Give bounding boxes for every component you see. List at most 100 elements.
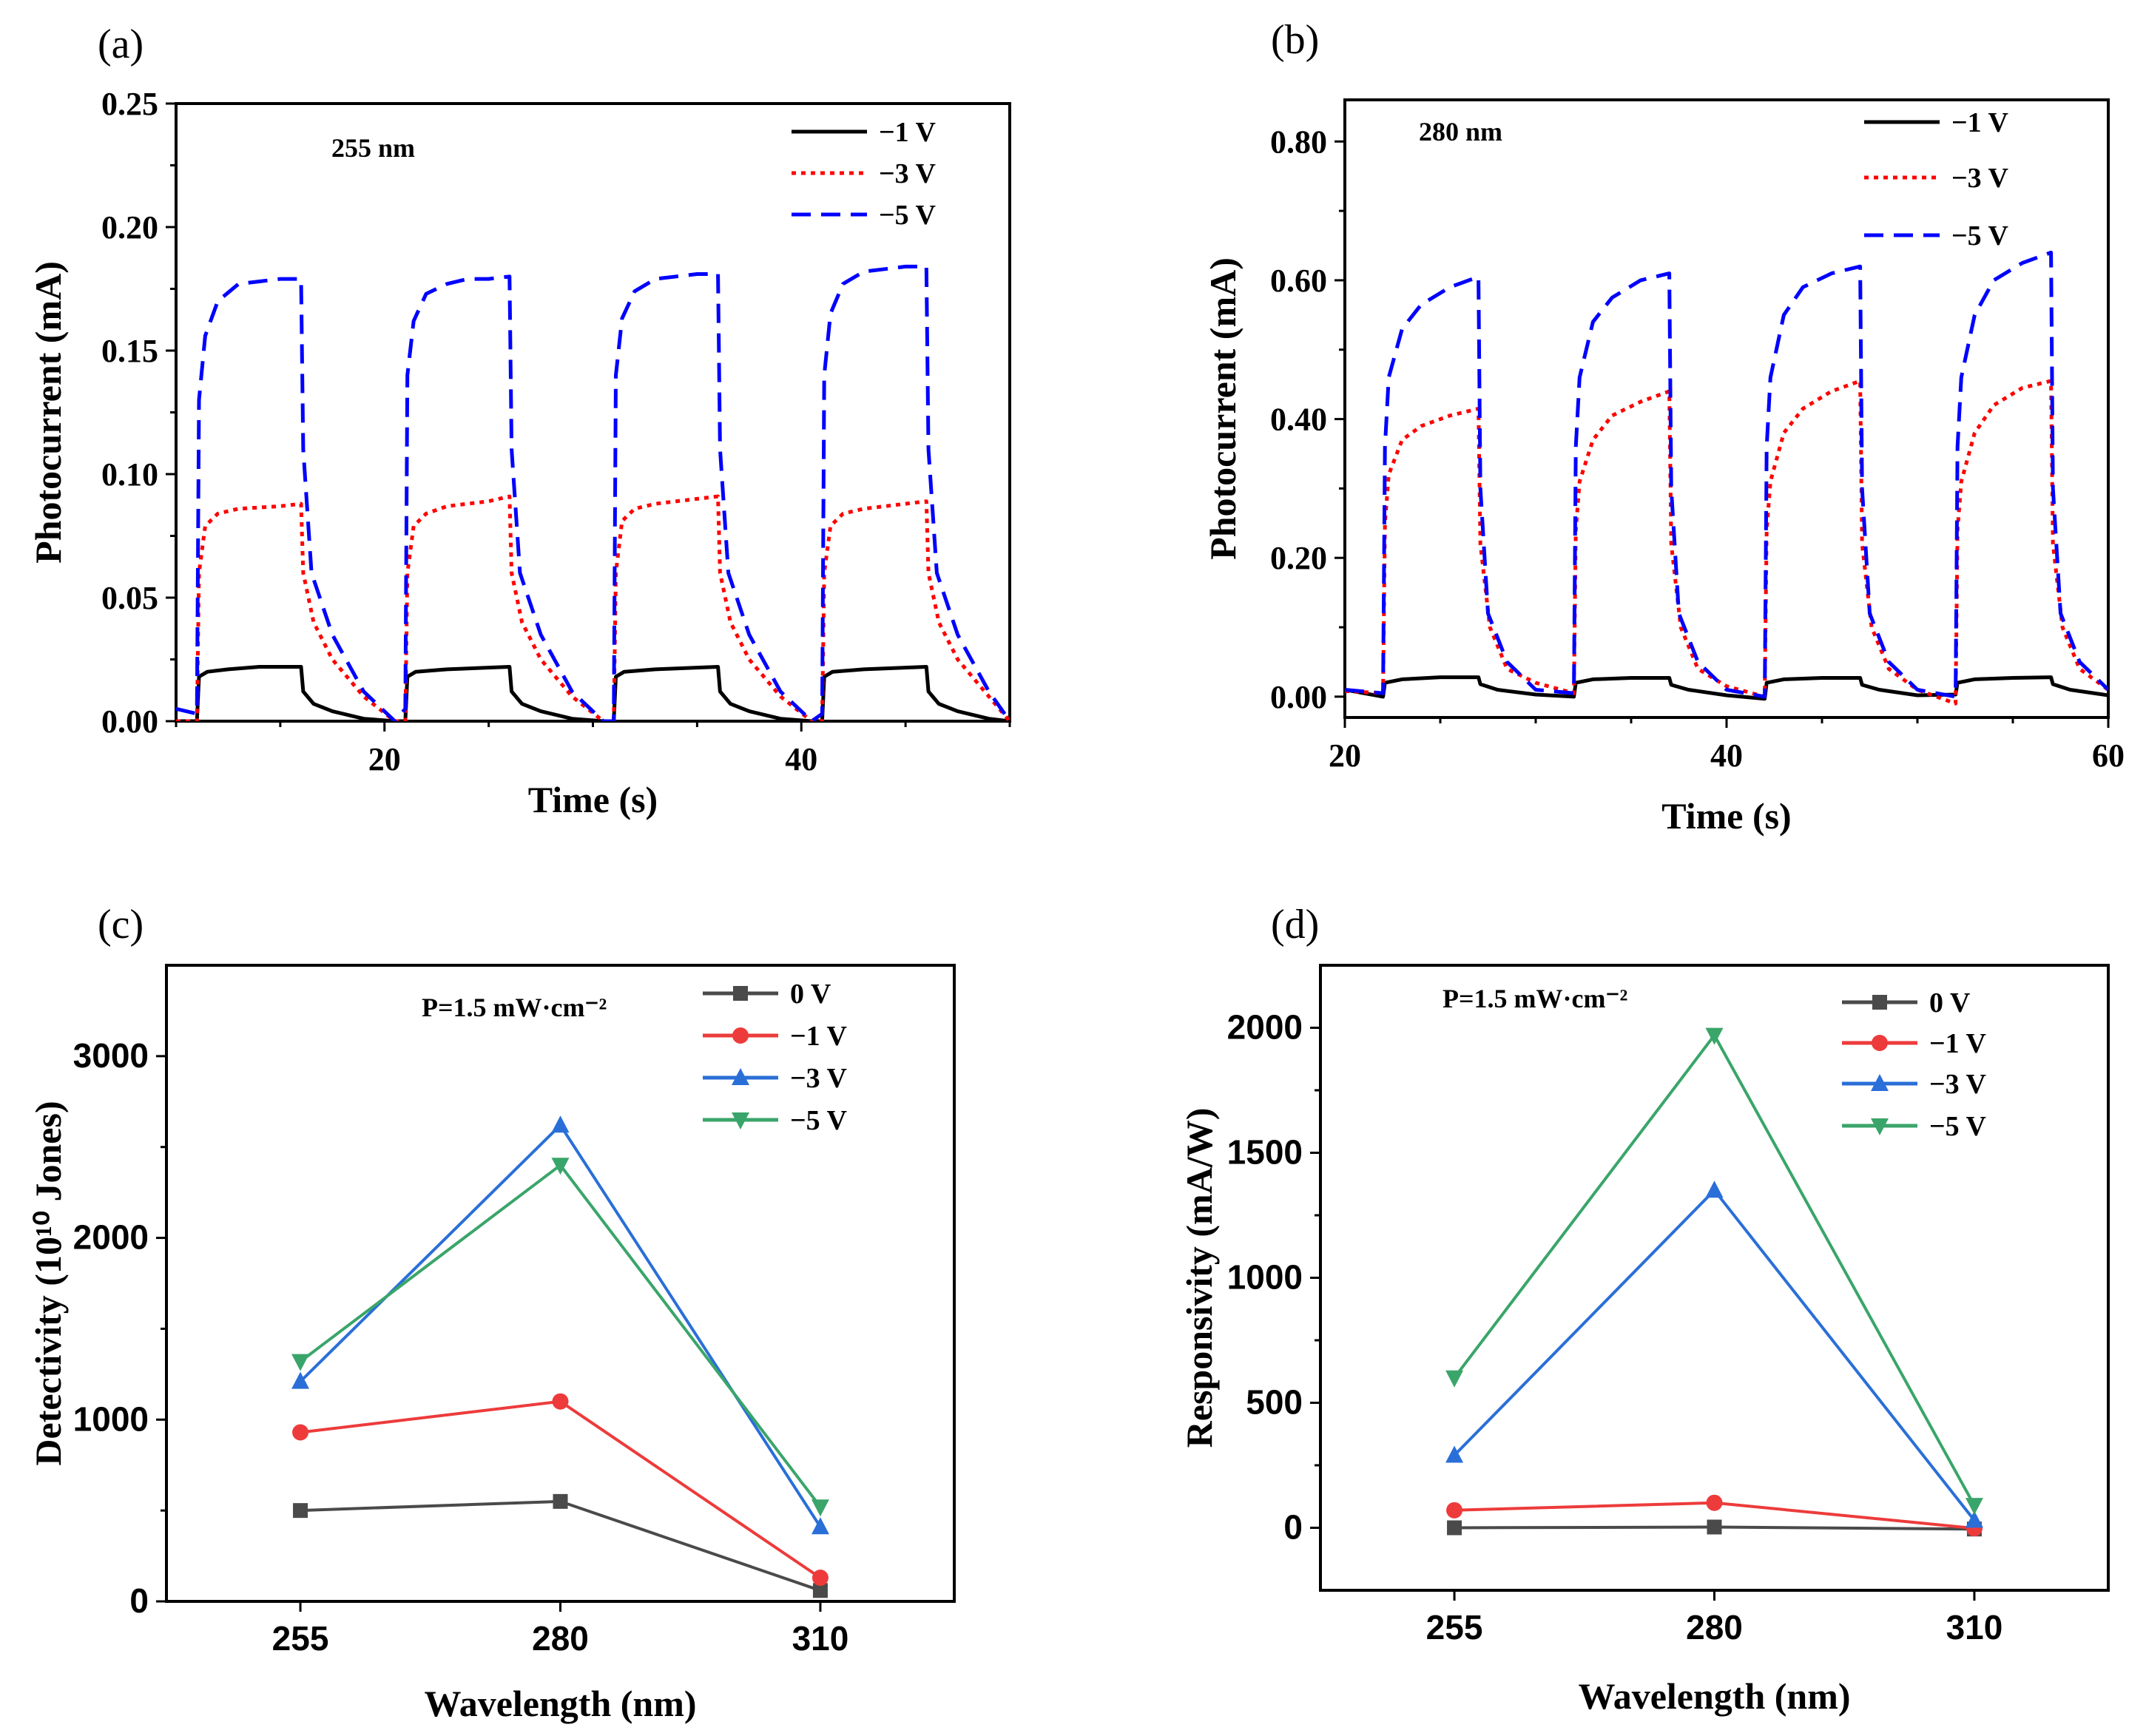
series-line bbox=[300, 1499, 821, 1593]
condition-annotation: 255 nm bbox=[331, 133, 415, 163]
series-line bbox=[300, 1399, 822, 1579]
series-line bbox=[1345, 675, 2108, 701]
legend-label: −3 V bbox=[1929, 1069, 1986, 1100]
triangle-down-marker bbox=[1965, 1498, 1983, 1516]
x-axis-label: Time (s) bbox=[1661, 795, 1791, 837]
y-tick-label: 1500 bbox=[1227, 1133, 1303, 1172]
circle-marker bbox=[292, 1424, 309, 1441]
legend-label: 0 V bbox=[790, 979, 831, 1010]
triangle-down-marker bbox=[1705, 1027, 1724, 1045]
square-marker bbox=[733, 986, 748, 1001]
x-tick-label: 40 bbox=[1710, 737, 1743, 774]
x-axis-label: Wavelength (nm) bbox=[424, 1683, 696, 1724]
chart-panel-b: (b) 0.00 0.20 0.40 0.60 0.80 20 40 60 Time (s) Pho… bbox=[1202, 17, 2125, 837]
triangle-down-marker bbox=[732, 1112, 749, 1129]
legend-label: −1 V bbox=[1951, 107, 2008, 138]
y-axis-label: Photocurrent (mA) bbox=[1202, 257, 1244, 560]
y-tick-label: 0.25 bbox=[101, 86, 158, 122]
triangle-down-marker bbox=[291, 1354, 310, 1371]
panel-label: (a) bbox=[98, 21, 144, 67]
y-axis-label: Photocurrent (mA) bbox=[27, 261, 69, 564]
triangle-up-marker bbox=[551, 1115, 570, 1133]
legend-label: −1 V bbox=[879, 117, 936, 148]
condition-annotation: P=1.5 mW·cm⁻² bbox=[422, 993, 607, 1022]
legend-label: −3 V bbox=[879, 158, 936, 189]
y-tick-label: 0.40 bbox=[1270, 402, 1327, 438]
triangle-up-marker bbox=[1965, 1510, 1983, 1528]
triangle-up-marker bbox=[1445, 1445, 1464, 1463]
panel-label: (c) bbox=[98, 902, 144, 948]
y-tick-label: 1000 bbox=[1227, 1258, 1303, 1297]
triangle-down-marker bbox=[1871, 1118, 1889, 1135]
chart-panel-d: (d) 0 500 1000 1500 2000 255 280 310 Wavelength (… bbox=[1178, 902, 2110, 1717]
series-line bbox=[1453, 1033, 1976, 1507]
y-axis-label: Responsivity (mA/W) bbox=[1178, 1108, 1220, 1448]
triangle-up-marker bbox=[291, 1371, 310, 1389]
y-tick-label: 1000 bbox=[73, 1399, 149, 1438]
series-line bbox=[299, 1124, 822, 1528]
y-tick-label: 0.15 bbox=[101, 333, 158, 369]
legend-label: −1 V bbox=[790, 1021, 847, 1052]
square-marker bbox=[1872, 995, 1887, 1010]
legend-label: 0 V bbox=[1929, 987, 1971, 1019]
y-axis-label: Detectivity (10¹⁰ Jones) bbox=[27, 1101, 69, 1465]
series-line bbox=[176, 494, 1010, 721]
triangle-down-marker bbox=[811, 1499, 829, 1517]
legend-label: −5 V bbox=[1929, 1111, 1986, 1142]
series-line bbox=[176, 665, 1010, 721]
y-tick-label: 0.05 bbox=[101, 580, 158, 616]
series-line bbox=[1345, 379, 2108, 706]
triangle-up-marker bbox=[811, 1517, 829, 1535]
x-axis-label: Time (s) bbox=[528, 779, 658, 820]
x-tick-label: 310 bbox=[1946, 1608, 2003, 1647]
x-tick-label: 20 bbox=[368, 741, 401, 777]
x-tick-label: 20 bbox=[1329, 737, 1361, 774]
y-tick-label: 500 bbox=[1246, 1383, 1303, 1422]
legend-label: −1 V bbox=[1929, 1028, 1986, 1059]
condition-annotation: P=1.5 mW·cm⁻² bbox=[1443, 984, 1627, 1013]
square-marker bbox=[1707, 1519, 1722, 1535]
y-tick-label: 2000 bbox=[1227, 1008, 1303, 1047]
panel-label: (b) bbox=[1271, 17, 1319, 63]
y-tick-label: 0 bbox=[1283, 1508, 1303, 1547]
y-tick-label: 0.00 bbox=[1270, 679, 1327, 715]
series-line bbox=[1453, 1189, 1976, 1521]
legend-label: −5 V bbox=[1951, 220, 2008, 251]
y-tick-label: 0.20 bbox=[101, 209, 158, 246]
circle-marker bbox=[732, 1027, 749, 1044]
series-line bbox=[1345, 250, 2108, 699]
legend-label: −5 V bbox=[879, 200, 936, 231]
y-tick-label: 0.60 bbox=[1270, 263, 1327, 299]
circle-marker bbox=[1446, 1502, 1463, 1519]
x-tick-label: 40 bbox=[785, 741, 817, 777]
x-tick-label: 255 bbox=[272, 1619, 329, 1658]
series-line bbox=[176, 264, 1010, 721]
y-tick-label: 0 bbox=[129, 1581, 149, 1620]
triangle-up-marker bbox=[1705, 1181, 1724, 1198]
y-tick-label: 3000 bbox=[73, 1036, 149, 1075]
square-marker bbox=[553, 1493, 568, 1509]
y-tick-label: 0.00 bbox=[101, 703, 158, 740]
circle-marker bbox=[1872, 1035, 1888, 1051]
legend-label: −5 V bbox=[790, 1105, 847, 1136]
condition-annotation: 280 nm bbox=[1419, 117, 1502, 146]
circle-marker bbox=[812, 1570, 829, 1587]
x-tick-label: 280 bbox=[1686, 1608, 1743, 1647]
circle-marker bbox=[552, 1393, 569, 1410]
y-tick-label: 0.10 bbox=[101, 456, 158, 493]
y-tick-label: 0.20 bbox=[1270, 540, 1327, 576]
y-tick-label: 2000 bbox=[73, 1218, 149, 1257]
square-marker bbox=[293, 1503, 308, 1519]
legend-label: −3 V bbox=[1951, 163, 2008, 194]
triangle-up-marker bbox=[1871, 1074, 1889, 1091]
series-line bbox=[299, 1163, 822, 1508]
chart-panel-c: (c) 0 1000 2000 3000 255 280 310 Wavelength (nm)… bbox=[27, 902, 956, 1724]
x-tick-label: 280 bbox=[532, 1619, 589, 1658]
x-tick-label: 60 bbox=[2092, 737, 2125, 774]
triangle-down-marker bbox=[1445, 1370, 1464, 1388]
y-tick-label: 0.80 bbox=[1270, 124, 1327, 160]
x-tick-label: 310 bbox=[792, 1619, 849, 1658]
triangle-down-marker bbox=[551, 1158, 570, 1175]
x-tick-label: 255 bbox=[1426, 1608, 1483, 1647]
